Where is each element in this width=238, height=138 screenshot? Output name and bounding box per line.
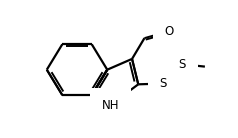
Text: S: S — [179, 58, 186, 71]
Text: NH: NH — [102, 99, 119, 112]
Text: O: O — [165, 25, 174, 38]
Text: S: S — [159, 77, 167, 90]
